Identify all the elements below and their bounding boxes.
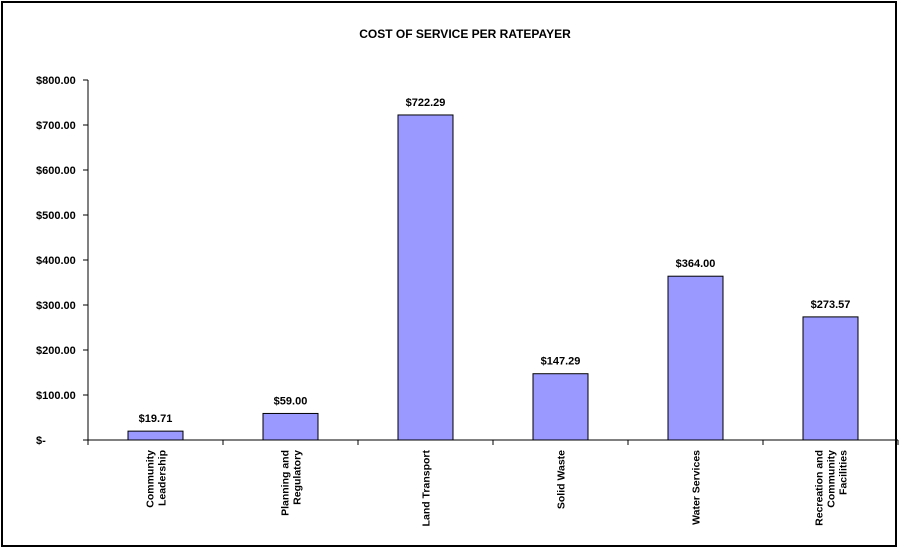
category-label: Community Leadership (145, 450, 169, 508)
data-label: $273.57 (811, 299, 851, 311)
chart-bars (127, 114, 859, 441)
chart-data-labels: $19.71 $59.00 $722.29 $147.29 $364.00 $273.57 (139, 97, 851, 425)
data-label: $59.00 (274, 395, 308, 407)
category-label: Planning and Regulatory (280, 450, 304, 516)
category-label-line: Solid Waste (556, 450, 568, 509)
category-label: Water Services (691, 450, 703, 525)
y-tick-label: $500.00 (36, 210, 76, 222)
data-label: $147.29 (541, 356, 581, 368)
y-tick-label: $100.00 (36, 390, 76, 402)
category-label-line: Leadership (157, 450, 169, 506)
y-tick-label: $800.00 (36, 75, 76, 87)
category-label: Land Transport (421, 450, 433, 527)
category-label-line: Regulatory (292, 450, 304, 505)
category-label-line: Community (145, 450, 157, 508)
category-label: Recreation and Community Facilities (814, 450, 850, 526)
data-label: $722.29 (406, 97, 446, 109)
y-tick-label: $- (36, 435, 46, 447)
bar (127, 430, 184, 441)
data-label: $364.00 (676, 258, 716, 270)
category-label: Solid Waste (556, 450, 568, 509)
y-tick-label: $300.00 (36, 300, 76, 312)
y-tick-label: $400.00 (36, 255, 76, 267)
category-label-line: Land Transport (421, 450, 433, 527)
chart-title: COST OF SERVICE PER RATEPAYER (359, 27, 571, 41)
category-label-line: Water Services (691, 450, 703, 525)
y-tick-label: $200.00 (36, 345, 76, 357)
bar (262, 412, 319, 441)
category-label-line: Community (826, 450, 838, 508)
bar (802, 316, 859, 441)
data-label: $19.71 (139, 413, 173, 425)
bar (397, 114, 454, 441)
category-label-line: Facilities (838, 450, 850, 495)
bar (667, 275, 724, 441)
bar (532, 373, 589, 441)
chart-category-labels: Community Leadership Planning and Regulator… (145, 450, 850, 527)
y-tick-label: $600.00 (36, 165, 76, 177)
category-label-line: Planning and (280, 450, 292, 516)
y-tick-label: $700.00 (36, 120, 76, 132)
chart-axes: $- $100.00 $200.00 $300.00 $400.00 $500.00 $60… (36, 75, 899, 447)
category-label-line: Recreation and (814, 450, 826, 526)
